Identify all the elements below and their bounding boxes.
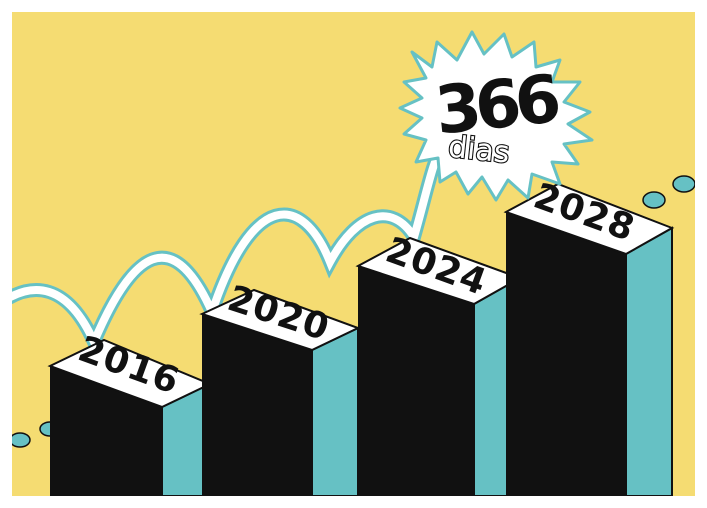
bar-top-face	[503, 182, 675, 256]
illustration-frame: 2016 2020 2024 2028 366 dias	[12, 12, 695, 496]
burst: 366 dias	[398, 30, 594, 202]
bar-front-face	[202, 314, 312, 496]
burst-number: 366	[432, 60, 562, 149]
trail-dot	[672, 175, 695, 193]
bounce-arc	[12, 135, 451, 360]
bar-front-face	[50, 366, 162, 496]
burst-shape	[398, 30, 594, 202]
bar-side-face	[311, 326, 359, 496]
bar-2028: 2028	[503, 176, 675, 496]
bar-side-face	[625, 226, 673, 496]
burst-word: dias	[447, 130, 512, 171]
bar-front-face	[358, 266, 474, 496]
dot-trail-right	[642, 175, 695, 209]
arc-core	[12, 138, 448, 352]
leap-year-illustration: 2016 2020 2024 2028 366 dias	[12, 12, 695, 496]
trail-dot	[12, 432, 31, 448]
trail-dot	[642, 191, 666, 209]
bar-front-face	[506, 212, 626, 496]
bar-2024: 2024	[355, 230, 523, 496]
